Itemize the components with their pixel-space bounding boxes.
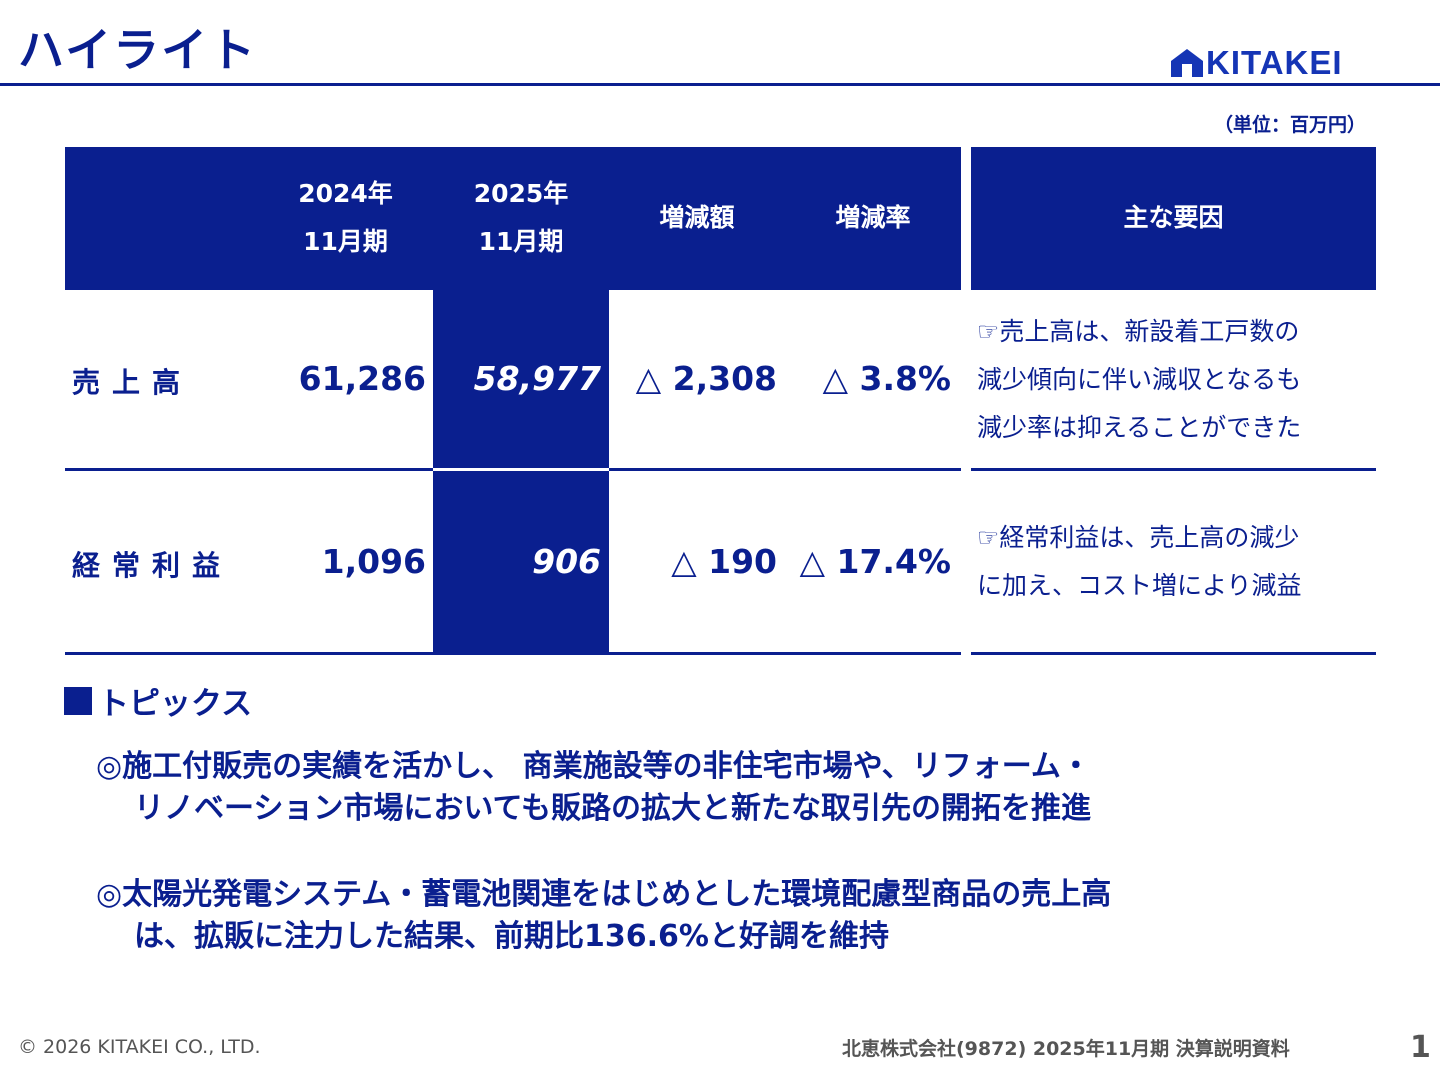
- topic-line: ◎施工付販売の実績を活かし、 商業施設等の非住宅市場や、リフォーム・: [96, 749, 1091, 784]
- sales-reason: ☞売上高は、新設着工戸数の 減少傾向に伴い減収となるも 減少率は抑えることができ…: [977, 308, 1367, 452]
- topic-item: ◎施工付販売の実績を活かし、 商業施設等の非住宅市場や、リフォーム・ リノベーシ…: [96, 746, 1356, 830]
- topic-line: ◎太陽光発電システム・蓄電池関連をはじめとした環境配慮型商品の売上高: [96, 877, 1112, 912]
- table-bottom-rule: [971, 652, 1376, 655]
- header-prev-period-text: 11月期: [303, 227, 388, 256]
- header-change-amount: 増減額: [659, 203, 735, 232]
- document-title: 北恵株式会社(9872) 2025年11月期 決算説明資料: [842, 1038, 1290, 1060]
- page-title: ハイライト: [18, 23, 258, 77]
- topic-line: は、拡販に注力した結果、前期比136.6%と好調を維持: [134, 919, 889, 954]
- sales-reason-line: 減少率は抑えることができた: [977, 413, 1302, 442]
- profit-curr: 906: [532, 542, 601, 581]
- header-main-factors: 主な要因: [1123, 203, 1224, 232]
- sales-reason-line: ☞売上高は、新設着工戸数の: [977, 317, 1300, 346]
- table-bottom-rule: [65, 652, 433, 655]
- profit-reason-line: に加え、コスト増により減益: [977, 571, 1302, 600]
- topics-heading: トピックス: [64, 678, 252, 723]
- sales-change-rate: △ 3.8%: [822, 359, 951, 398]
- house-logo-icon: [1171, 49, 1203, 77]
- page-number: 1: [1410, 1030, 1431, 1065]
- topic-item: ◎太陽光発電システム・蓄電池関連をはじめとした環境配慮型商品の売上高 は、拡販に…: [96, 874, 1356, 958]
- profit-prev: 1,096: [321, 542, 426, 581]
- square-bullet-icon: [64, 686, 92, 715]
- current-period-column: [433, 290, 609, 655]
- factors-header: [971, 147, 1376, 290]
- sales-curr: 58,977: [473, 359, 601, 398]
- row-separator: [609, 468, 961, 471]
- row-separator-highlight: [433, 468, 609, 471]
- topics-heading-text: トピックス: [98, 686, 253, 722]
- topic-line: リノベーション市場においても販路の拡大と新たな取引先の開拓を推進: [134, 791, 1091, 826]
- profit-reason: ☞経常利益は、売上高の減少 に加え、コスト増により減益: [977, 514, 1367, 610]
- header-curr-period: 2025年 11月期: [433, 170, 609, 266]
- header-curr-year-text: 2025年: [473, 179, 569, 208]
- header-curr-period-text: 11月期: [478, 227, 564, 256]
- row-separator: [971, 468, 1376, 471]
- title-underline: [0, 83, 1440, 86]
- row-label-sales: 売上高: [72, 366, 193, 399]
- header-change-rate: 増減率: [835, 203, 911, 232]
- profit-reason-line: ☞経常利益は、売上高の減少: [977, 523, 1300, 552]
- profit-change-rate: △ 17.4%: [799, 542, 951, 581]
- logo-text: KITAKEI: [1206, 44, 1343, 81]
- header-prev-period: 2024年 11月期: [258, 170, 433, 266]
- profit-change-amount: △ 190: [671, 542, 777, 581]
- sales-reason-line: 減少傾向に伴い減収となるも: [977, 365, 1302, 394]
- sales-change-amount: △ 2,308: [635, 359, 777, 398]
- sales-prev: 61,286: [298, 359, 426, 398]
- header-prev-year-text: 2024年: [298, 179, 393, 208]
- row-separator: [65, 468, 433, 471]
- copyright: © 2026 KITAKEI CO., LTD.: [18, 1036, 261, 1058]
- unit-note: （単位：百万円）: [1214, 114, 1367, 136]
- table-header: [65, 147, 961, 290]
- company-logo: KITAKEI: [1170, 46, 1343, 80]
- table-bottom-rule: [609, 652, 961, 655]
- row-label-ordinary-profit: 経常利益: [72, 549, 233, 582]
